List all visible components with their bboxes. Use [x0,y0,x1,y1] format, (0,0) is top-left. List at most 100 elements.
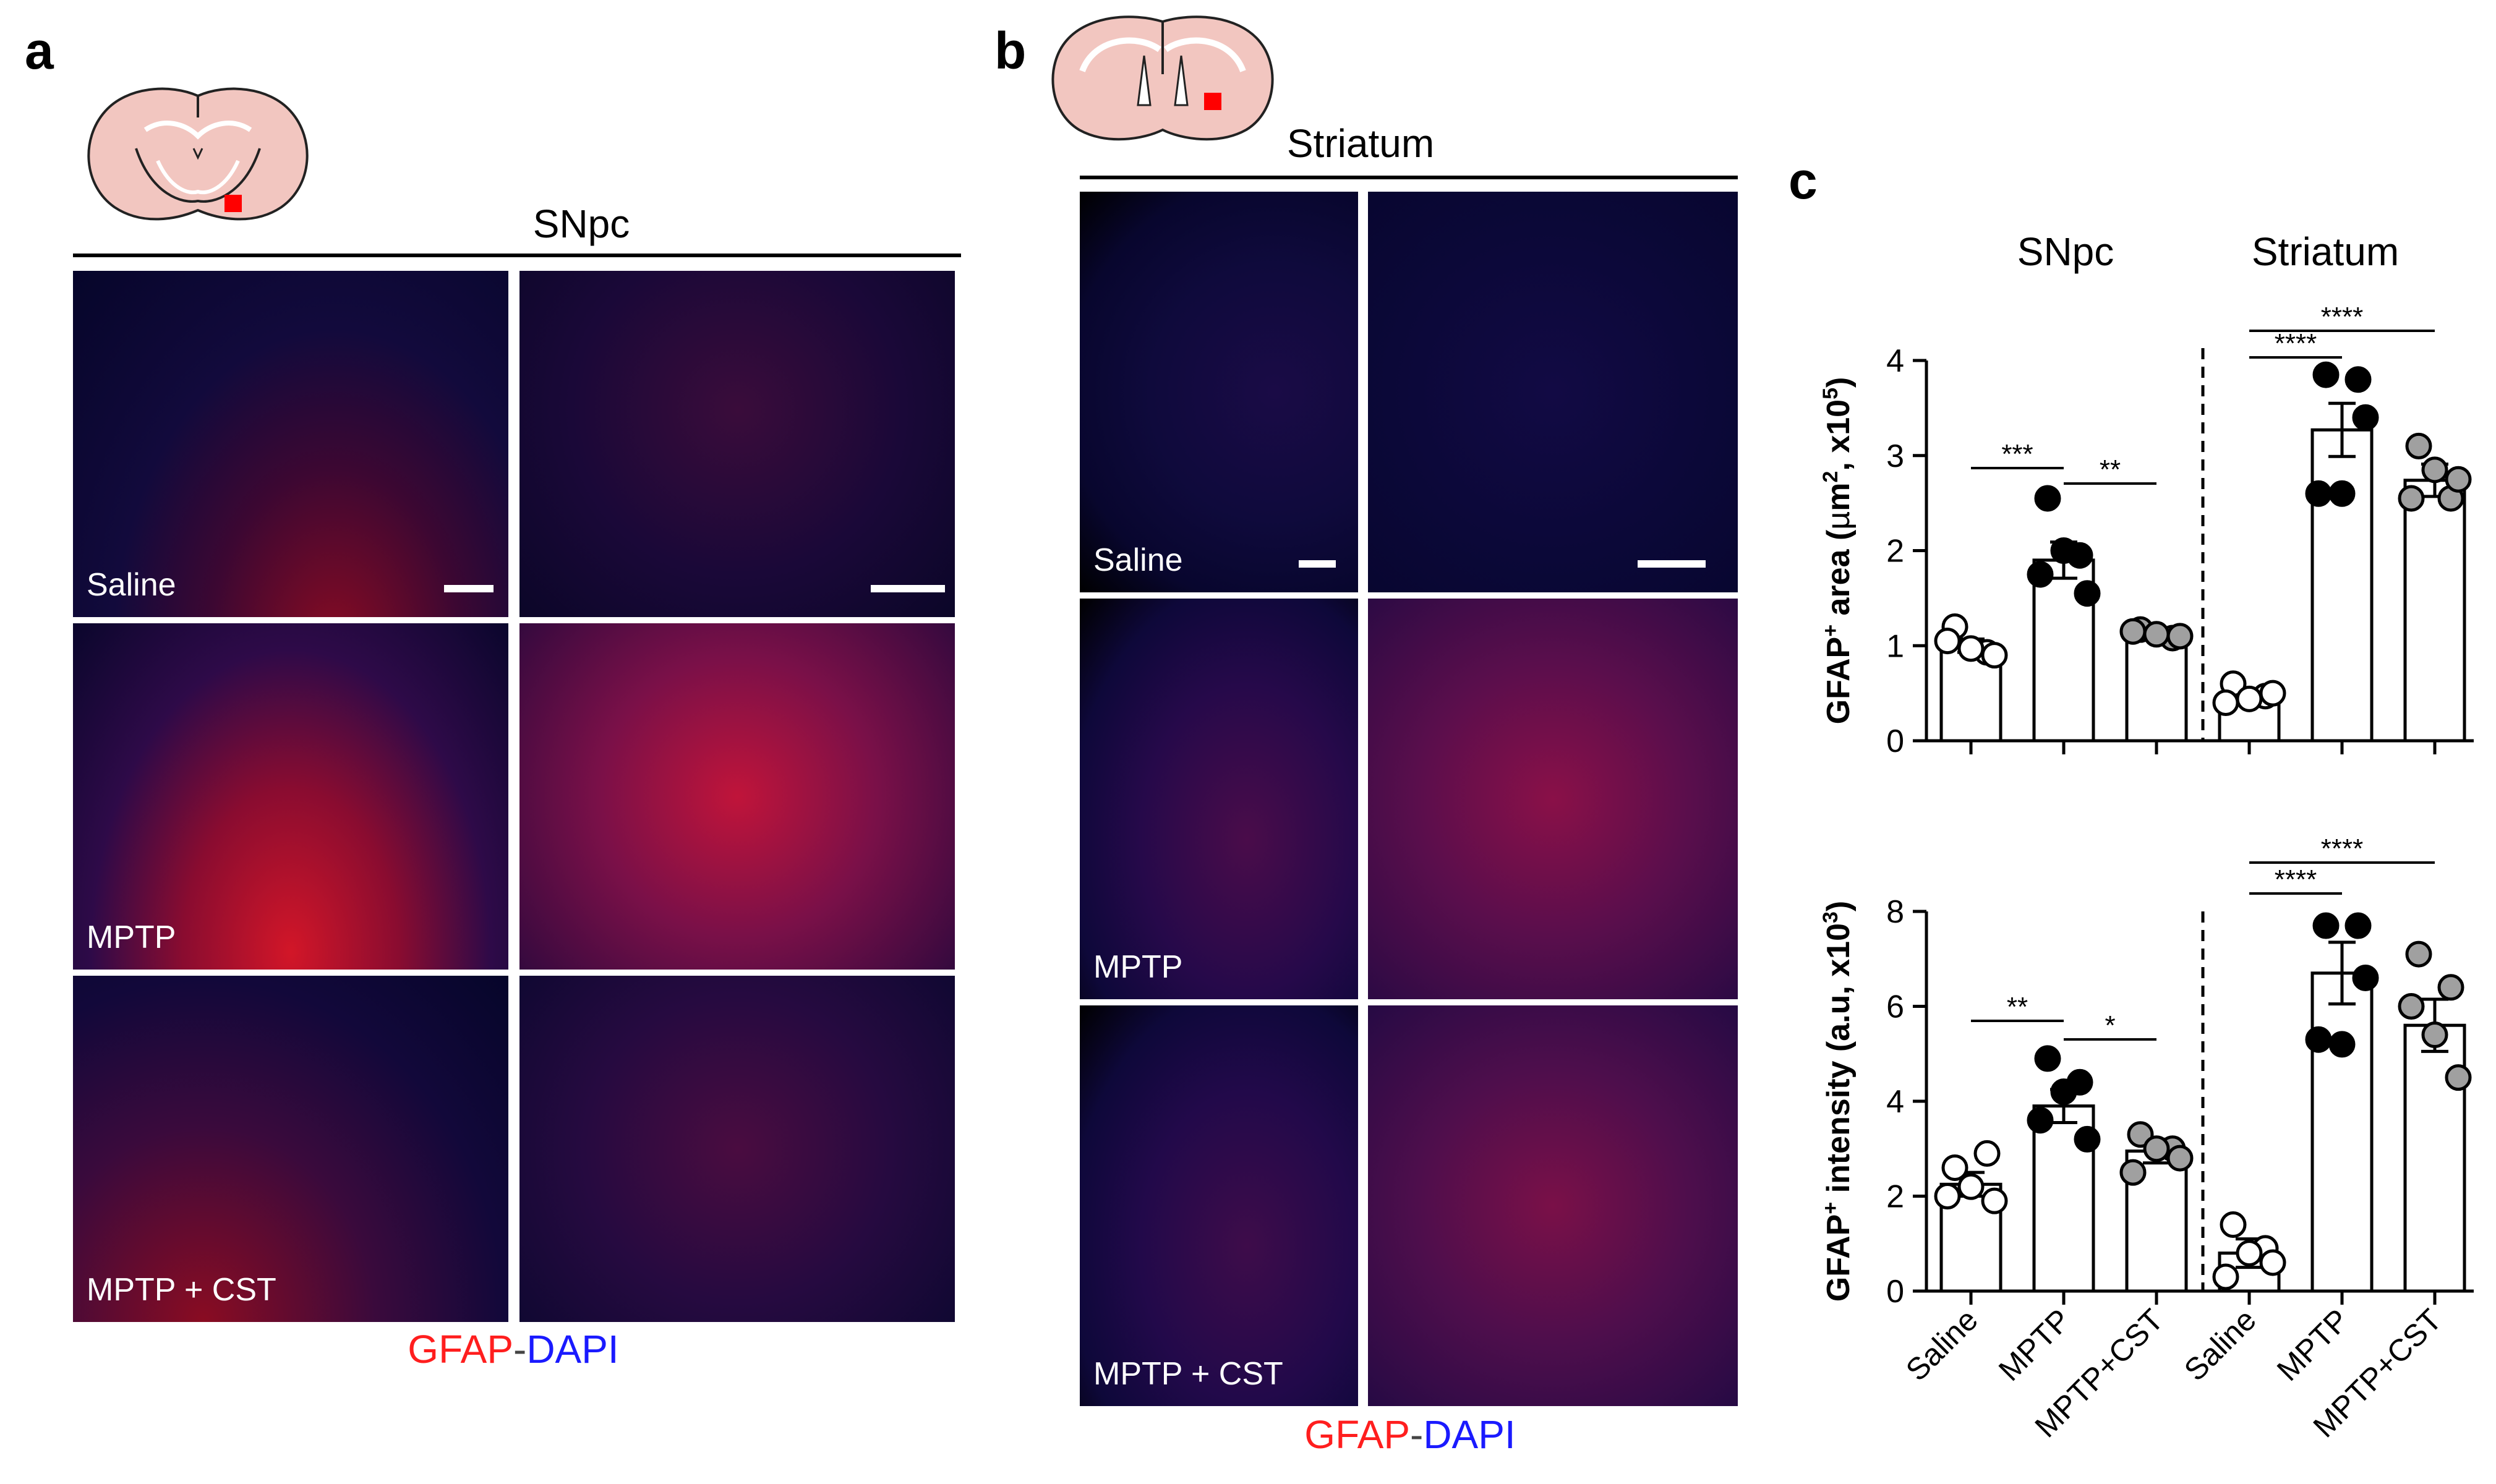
data-point [2220,1211,2247,1239]
significance-label: ** [2007,992,2028,1022]
y-axis-label-part: µ [1821,511,1857,530]
y-tick-label: 2 [1886,534,1904,569]
data-point [2050,537,2077,564]
data-point [2166,623,2194,650]
significance-label: ** [2100,454,2121,485]
data-point [2328,480,2356,507]
data-point [2074,580,2101,607]
gfap-label: GFAP [408,1327,514,1371]
data-point [2312,912,2340,939]
data-point [2305,1026,2332,1053]
data-point [2074,1125,2101,1153]
y-axis-label: GFAP+ area (µm2, x105) [1819,377,1857,725]
data-point [2034,485,2061,512]
data-point [2236,1240,2263,1267]
bar [2403,1023,2466,1293]
panel-c-letter: c [1789,151,1818,210]
y-axis-label-part: GFAP [1821,1214,1857,1302]
striatum-mptp-overview-image: MPTP [1080,599,1358,999]
snpc-saline-zoom-image [519,271,955,617]
significance-label: **** [2321,834,2364,864]
image-label: Saline [87,567,176,603]
panel-a-region-title: SNpc [532,202,630,246]
data-point [2352,964,2379,991]
data-point [2305,480,2332,507]
data-point [2352,404,2379,431]
data-point [2398,993,2425,1020]
panel-c-group-title-snpc: SNpc [2017,229,2114,274]
x-category-label: MPTP [2270,1302,2356,1388]
panel-b-divider [1080,176,1738,179]
data-point [2119,618,2147,645]
data-point [2445,1064,2472,1091]
significance-label: **** [2275,864,2317,895]
image-label: MPTP [1093,949,1183,985]
data-point [2437,974,2464,1001]
data-point [1957,635,1985,662]
dapi-label: DAPI [1423,1412,1516,1457]
stain-separator: - [1410,1412,1424,1457]
y-tick-label: 2 [1886,1179,1904,1215]
y-axis-label-part: ) [1821,377,1857,388]
snpc-saline-overview-image: Saline [73,271,508,617]
striatum-saline-zoom-image [1368,192,1738,592]
data-point [2259,680,2286,707]
data-point [2119,1159,2147,1186]
data-point [2344,366,2372,393]
scale-bar [444,585,494,592]
data-point [2143,1135,2170,1162]
snpc-mptp-cst-zoom-image [519,976,955,1322]
data-point [2143,621,2170,648]
data-point [2027,1107,2054,1134]
data-point [2398,485,2425,512]
data-point [2212,1263,2239,1290]
y-axis-label-part: GFAP [1821,637,1857,725]
bar [2310,971,2374,1293]
y-axis-label: GFAP+ intensity (a.u, x103) [1819,901,1857,1302]
y-tick-label: 4 [1886,343,1904,379]
data-point [2405,432,2432,459]
scale-bar [1299,560,1336,568]
data-point [2027,561,2054,588]
data-point [1957,1173,1985,1200]
striatum-mptp-cst-zoom-image [1368,1005,1738,1406]
significance-label: * [2105,1010,2115,1041]
panel-b-letter: b [994,22,1027,80]
bar [2310,428,2374,743]
snpc-mptp-zoom-image [519,623,955,970]
y-tick-label: 0 [1886,723,1904,759]
image-label: MPTP + CST [1093,1356,1283,1392]
striatum-mptp-cst-overview-image: MPTP + CST [1080,1005,1358,1406]
panel-a-stain-legend: GFAP-DAPI [278,1329,748,1369]
y-tick-label: 4 [1886,1084,1904,1120]
y-axis-label-part: ) [1821,901,1857,911]
data-point [2405,940,2432,968]
data-point [2034,1045,2061,1072]
data-point [2445,466,2472,493]
panel-a-divider [73,254,961,257]
bar [2403,479,2466,743]
y-tick-label: 8 [1886,894,1904,930]
brain-schematic-striatum-icon [1051,15,1274,141]
y-tick-label: 0 [1886,1274,1904,1310]
y-axis-label-part: area ( [1821,529,1857,625]
data-point [1934,1183,1961,1209]
y-tick-label: 1 [1886,628,1904,664]
significance-label: *** [2001,439,2033,469]
data-point [2328,1031,2356,1058]
image-label: MPTP + CST [87,1272,276,1308]
data-point [2312,361,2340,388]
y-axis-label-part: intensity (a.u, x10 [1821,923,1857,1202]
data-point [1981,1187,2008,1214]
brain-schematic-snpc-icon [87,87,309,221]
y-axis-label-part: m [1821,482,1857,511]
stain-separator: - [513,1327,527,1371]
data-point [1941,1154,1968,1181]
y-axis-label-part: , x10 [1821,399,1857,471]
data-point [1981,642,2008,669]
data-point [2166,1145,2194,1172]
data-point [2421,1021,2448,1049]
x-category-label: MPTP [1992,1302,2077,1388]
panel-b-region-title: Striatum [1286,121,1435,166]
